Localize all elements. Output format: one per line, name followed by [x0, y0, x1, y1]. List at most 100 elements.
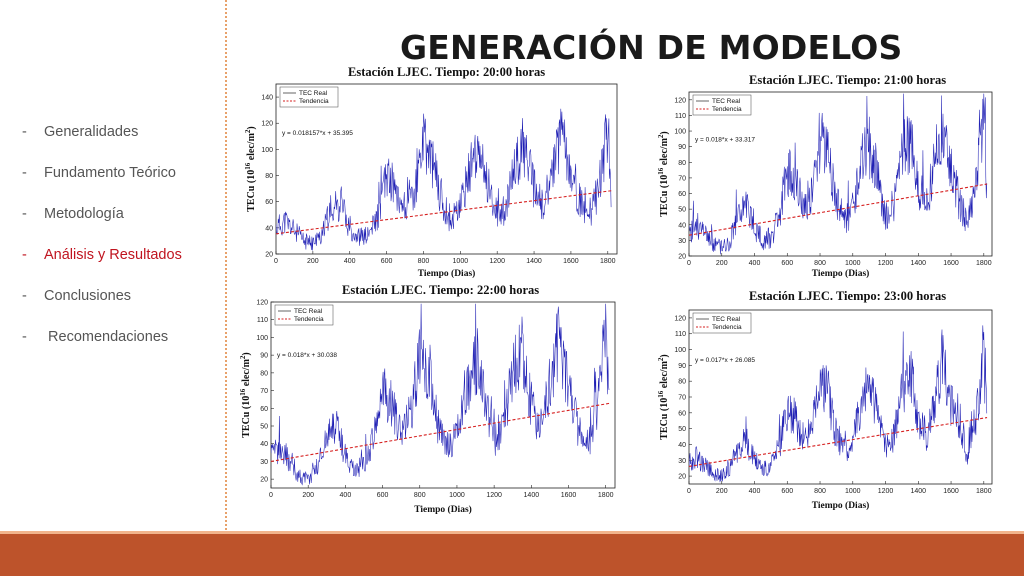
chart-panel-2000: Estación LJEC. Tiempo: 20:00 horas 0 200 40… — [240, 64, 625, 282]
x-tick-label: 800 — [414, 492, 426, 499]
y-tick-label: 60 — [260, 406, 268, 413]
legend-label: Tendencia — [299, 98, 329, 105]
y-tick-label: 100 — [674, 129, 686, 136]
y-tick-label: 20 — [678, 254, 686, 261]
legend-box — [274, 304, 334, 326]
x-tick-label: 1000 — [449, 492, 465, 499]
y-tick-label: 40 — [678, 222, 686, 229]
x-tick-label: 400 — [749, 488, 761, 495]
footer-bar — [0, 534, 1024, 576]
y-tick-label: 80 — [265, 173, 273, 180]
series-line-tendencia — [688, 417, 988, 467]
y-tick-label: 100 — [256, 335, 268, 342]
y-tick-label: 120 — [674, 97, 686, 104]
series-line-tendencia — [688, 183, 988, 236]
x-tick-label: 1200 — [878, 260, 894, 267]
series-line-tec-real — [689, 93, 988, 255]
y-tick-label: 90 — [678, 144, 686, 151]
chart-title: Estación LJEC. Tiempo: 20:00 horas — [348, 65, 545, 79]
chart-panel-2200: Estación LJEC. Tiempo: 22:00 horas 0 200 40… — [237, 282, 625, 518]
legend-label: Tendencia — [712, 324, 742, 331]
menu-item-label: Generalidades — [44, 124, 139, 140]
legend-box — [692, 312, 752, 334]
x-tick-label: 400 — [340, 492, 352, 499]
y-tick-label: 30 — [678, 458, 686, 465]
x-tick-label: 600 — [781, 488, 793, 495]
legend-box — [692, 94, 752, 116]
y-tick-label: 80 — [678, 379, 686, 386]
x-axis-label: Tiempo (Dias) — [812, 500, 870, 511]
section-menu: - Generalidades - Fundamento Teórico - Meto… — [22, 122, 182, 368]
y-tick-label: 20 — [678, 474, 686, 481]
y-tick-label: 120 — [261, 121, 273, 128]
series-line-tec-real — [276, 108, 612, 251]
x-tick-label: 600 — [781, 260, 793, 267]
menu-item-generalidades[interactable]: - Generalidades — [22, 124, 139, 140]
x-axis-label: Tiempo (Dias) — [812, 268, 870, 279]
x-tick-label: 200 — [302, 492, 314, 499]
plot-frame — [275, 83, 618, 255]
x-tick-label: 800 — [814, 488, 826, 495]
y-tick-label: 70 — [678, 175, 686, 182]
x-tick-label: 1800 — [976, 260, 992, 267]
x-tick-label: 800 — [814, 260, 826, 267]
trend-equation: y = 0.018*x + 30.038 — [277, 352, 337, 359]
x-tick-label: 400 — [749, 260, 761, 267]
y-tick-label: 100 — [674, 347, 686, 354]
menu-item-conclusiones[interactable]: - Conclusiones — [22, 288, 132, 304]
chart-title: Estación LJEC. Tiempo: 23:00 horas — [749, 289, 946, 303]
y-tick-label: 110 — [257, 317, 268, 324]
y-tick-label: 40 — [260, 441, 268, 448]
footer-accent-line — [0, 531, 1024, 534]
y-tick-label: 70 — [260, 388, 268, 395]
y-tick-label: 50 — [260, 424, 268, 431]
x-tick-label: 800 — [418, 258, 430, 265]
x-tick-label: 0 — [269, 492, 273, 499]
y-tick-label: 50 — [678, 426, 686, 433]
x-tick-label: 1000 — [845, 260, 861, 267]
x-tick-label: 200 — [716, 260, 728, 267]
x-tick-label: 1200 — [878, 488, 894, 495]
menu-item-recomendaciones[interactable]: - Recomendaciones — [22, 329, 169, 345]
x-tick-label: 0 — [274, 258, 278, 265]
y-axis-label: TECu (1016 elec/m2) — [657, 131, 670, 217]
x-tick-label: 400 — [344, 258, 356, 265]
x-tick-label: 1000 — [845, 488, 861, 495]
y-tick-label: 80 — [678, 160, 686, 167]
chart-panel-2300: Estación LJEC. Tiempo: 23:00 horas 0 200 40… — [655, 288, 1000, 514]
chart-title: Estación LJEC. Tiempo: 22:00 horas — [342, 283, 539, 297]
legend-label: Tendencia — [712, 106, 742, 113]
y-tick-label: 90 — [678, 363, 686, 370]
y-axis-label: TECu (1016 elec/m2) — [239, 352, 252, 438]
chart-title: Estación LJEC. Tiempo: 21:00 horas — [749, 73, 946, 87]
y-tick-label: 50 — [678, 207, 686, 214]
y-tick-label: 140 — [261, 95, 273, 102]
menu-item-analisis[interactable]: - Análisis y Resultados — [22, 247, 182, 263]
y-tick-label: 100 — [261, 147, 273, 154]
x-tick-label: 1600 — [943, 488, 959, 495]
series-line-tendencia — [270, 402, 610, 462]
plot-frame — [270, 301, 616, 489]
x-tick-label: 1600 — [561, 492, 577, 499]
x-tick-label: 1400 — [526, 258, 542, 265]
y-tick-label: 60 — [678, 191, 686, 198]
x-tick-label: 1000 — [453, 258, 469, 265]
y-tick-label: 90 — [260, 353, 268, 360]
y-tick-label: 80 — [260, 370, 268, 377]
divider-line — [225, 0, 227, 534]
y-tick-label: 40 — [265, 225, 273, 232]
menu-item-metodologia[interactable]: - Metodología — [22, 206, 124, 222]
tec-chart-2300: Estación LJEC. Tiempo: 23:00 horas 0 200 40… — [657, 289, 993, 511]
y-tick-label: 120 — [674, 315, 686, 322]
y-axis-label: TECu (1016 elec/m2) — [657, 354, 670, 440]
x-tick-label: 1800 — [600, 258, 616, 265]
menu-item-fundamento[interactable]: - Fundamento Teórico — [22, 165, 176, 181]
series-line-tec-real — [689, 325, 988, 483]
y-tick-label: 70 — [678, 395, 686, 402]
y-tick-label: 20 — [260, 477, 268, 484]
y-tick-label: 110 — [675, 113, 686, 120]
x-tick-label: 600 — [381, 258, 393, 265]
menu-item-label: Análisis y Resultados — [44, 247, 182, 263]
y-tick-label: 30 — [678, 238, 686, 245]
x-tick-label: 1600 — [943, 260, 959, 267]
